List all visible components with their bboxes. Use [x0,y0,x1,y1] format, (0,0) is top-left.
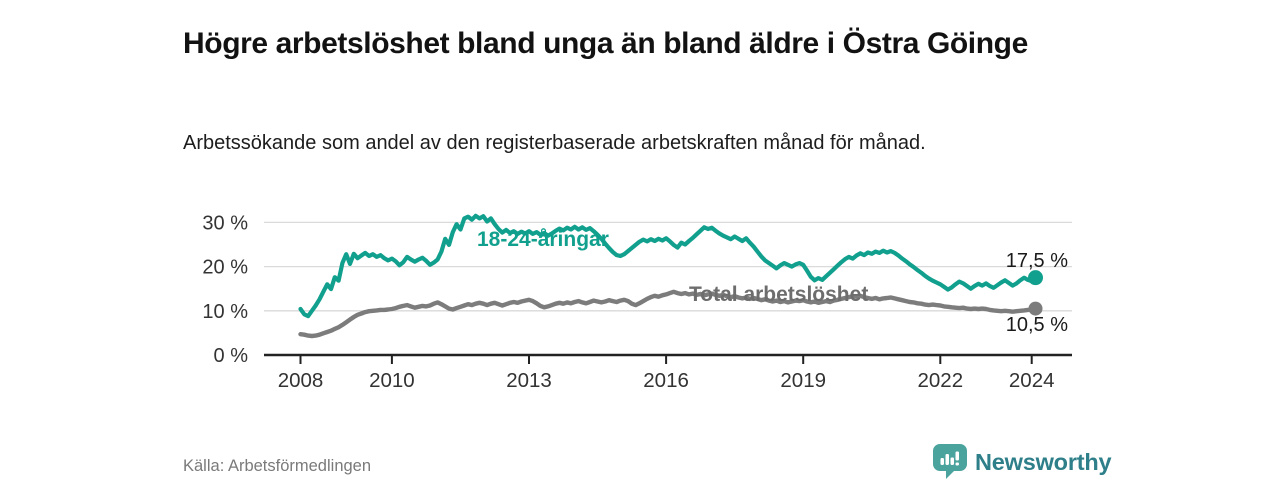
series-label-total: Total arbetslöshet [689,283,869,306]
page-subtitle: Arbetssökande som andel av den registerb… [183,132,926,154]
y-tick-label: 30 % [202,212,248,234]
x-tick-label: 2016 [643,369,689,392]
x-tick-label: 2024 [1009,369,1055,392]
line-chart: 0 % 10 % 20 % 30 % 2008 2010 2013 2016 2019 2022 2… [180,190,1100,405]
series-line-youth [298,213,1038,319]
chart-svg: 0 % 10 % 20 % 30 % 2008 2010 2013 2016 2019 2022 2… [202,212,1072,392]
bar-chart-speech-bubble-icon [933,444,967,480]
series-label-youth: 18-24-åringar [477,228,609,251]
y-tick-label: 10 % [202,301,248,323]
x-tick-label: 2010 [369,369,415,392]
x-tick-label: 2019 [780,369,826,392]
y-tick-label: 20 % [202,257,248,279]
x-tick-label: 2022 [917,369,963,392]
x-tick-label: 2013 [506,369,552,392]
end-dot-youth [1028,270,1044,286]
end-value-label-youth: 17,5 % [1005,250,1068,272]
page-title: Högre arbetslöshet bland unga än bland ä… [183,27,1028,61]
end-dot-total [1028,301,1043,316]
brand-name: Newsworthy [975,448,1112,475]
source-note: Källa: Arbetsförmedlingen [183,457,372,475]
x-tick-label: 2008 [278,369,324,392]
brand-logo: Newsworthy [933,444,1112,480]
series-line-total [298,289,1038,339]
end-value-label-total: 10,5 % [1005,314,1068,336]
y-tick-label: 0 % [214,345,249,367]
